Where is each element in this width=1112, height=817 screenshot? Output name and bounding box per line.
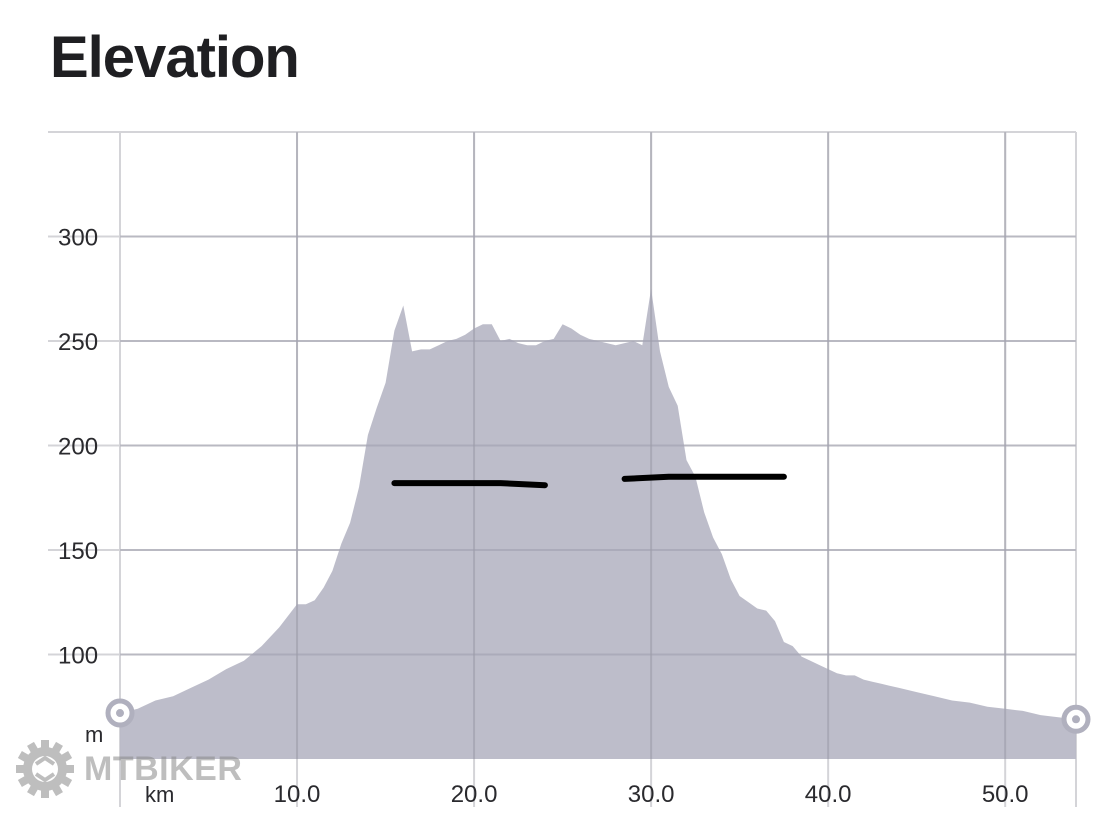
gear-tooth [41, 740, 49, 750]
gear-tooth [27, 741, 39, 755]
annotation-stroke [391, 480, 548, 489]
y-tick-label: 200 [58, 434, 98, 461]
gear-tooth [41, 788, 49, 798]
y-tick-label: 100 [58, 643, 98, 670]
y-unit-label: m [85, 722, 103, 747]
watermark-text: MTBIKER [84, 749, 243, 788]
gear-tooth [17, 775, 31, 787]
elevation-area [120, 288, 1076, 759]
x-tick-label: 50.0 [982, 781, 1029, 808]
gear-tooth [17, 751, 31, 763]
y-tick-label: 150 [58, 538, 98, 565]
x-tick-label: 40.0 [805, 781, 852, 808]
endpoint-markers [105, 698, 1091, 734]
grid-overlay [120, 132, 1076, 759]
x-tick-label: 20.0 [451, 781, 498, 808]
gear-tooth [59, 775, 73, 787]
gear-tooth [27, 783, 39, 797]
gear-tooth [51, 783, 63, 797]
axis-ticks: 100 150 200 250 300 10.0 20.0 30.0 40.0 50.0 m km [58, 225, 1029, 809]
gear-tooth [51, 741, 63, 755]
gear-icon [16, 740, 74, 798]
y-tick-label: 300 [58, 225, 98, 252]
x-tick-label: 30.0 [628, 781, 675, 808]
endpoint-marker-dot [116, 709, 124, 718]
gear-tooth [64, 765, 74, 773]
annotation-stroke [621, 473, 787, 482]
handwritten-annotations [391, 473, 787, 489]
gear-tooth [59, 751, 73, 763]
x-unit-label: km [145, 782, 174, 807]
gear-tooth [16, 765, 26, 773]
endpoint-marker-dot [1072, 715, 1080, 724]
x-tick-label: 10.0 [274, 781, 321, 808]
chart-title: Elevation [50, 25, 300, 90]
watermark-logo: MTBIKER [14, 738, 242, 800]
y-tick-label: 250 [58, 329, 98, 356]
